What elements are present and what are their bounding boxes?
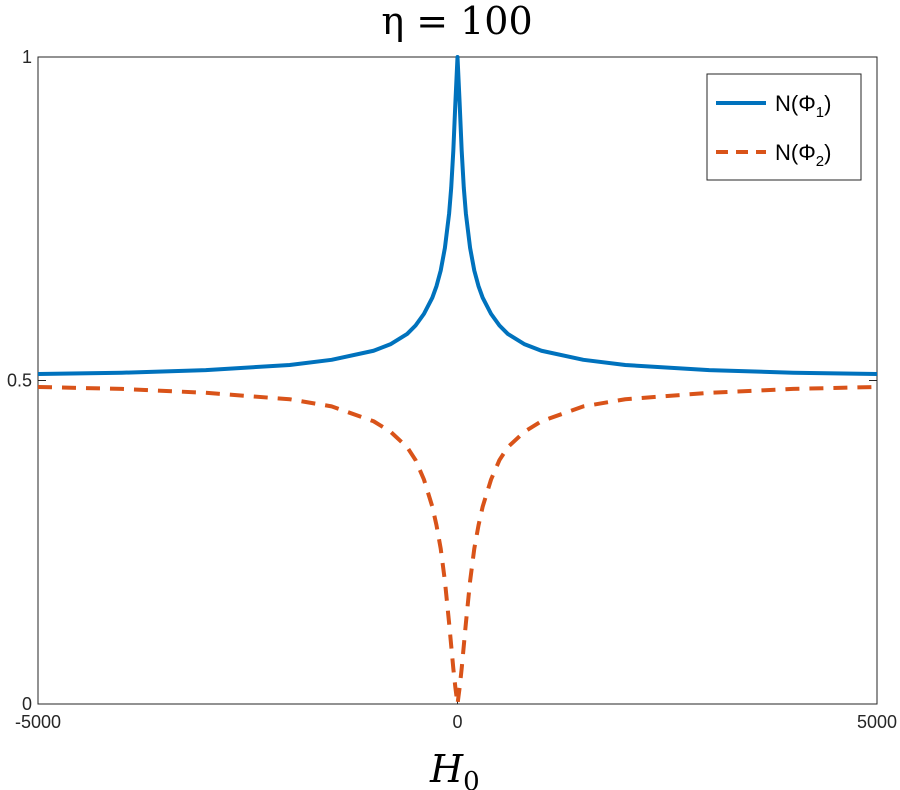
y-tick-label: 0.5 [7, 371, 32, 391]
y-tick-label: 1 [22, 47, 32, 67]
x-axis-label: H0 [429, 747, 480, 790]
y-tick-label: 0 [22, 694, 32, 714]
chart-title: η = 100 [381, 0, 532, 43]
x-axis-label-main: H [429, 747, 464, 790]
legend-box [706, 73, 862, 181]
x-tick-label: -5000 [15, 712, 61, 732]
series-line-1 [37, 55, 878, 377]
series-lines [37, 55, 878, 706]
x-axis-label-subscript: 0 [463, 767, 480, 790]
legend-label-series-2-suffix: ) [824, 140, 831, 165]
legend-label-series-1-subscript: 1 [816, 104, 824, 121]
x-tick-label: 0 [452, 712, 462, 732]
legend-label-series-1-name: N(Φ [775, 91, 816, 116]
legend: N(Φ1) N(Φ2) [706, 73, 862, 181]
legend-label-series-1-suffix: ) [824, 91, 831, 116]
legend-label-series-1: N(Φ1) [775, 91, 831, 121]
legend-label-series-2-subscript: 2 [816, 153, 824, 170]
x-tick-label: 5000 [857, 712, 897, 732]
axis-ticks [37, 56, 878, 705]
legend-label-series-2-name: N(Φ [775, 140, 816, 165]
legend-label-series-2: N(Φ2) [775, 140, 831, 170]
